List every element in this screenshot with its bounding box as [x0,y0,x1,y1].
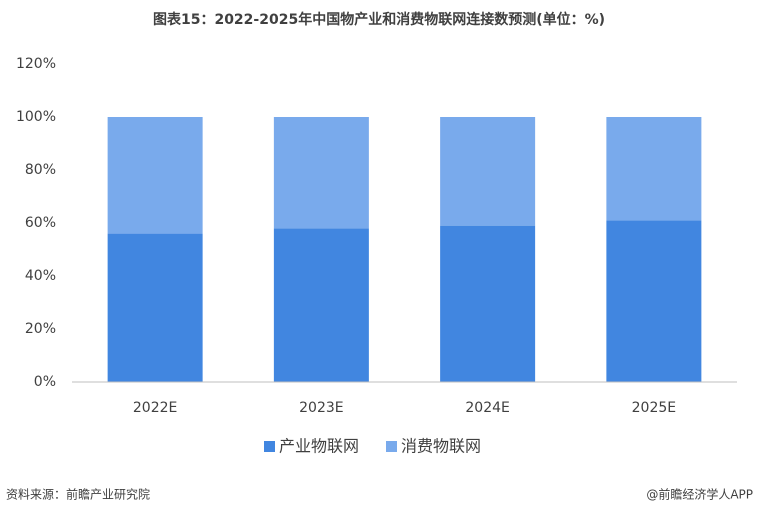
legend-label: 产业物联网 [279,437,359,456]
x-tick-label: 2022E [133,400,177,416]
bar-segment [273,228,369,382]
x-tick-label: 2025E [632,400,676,416]
bar-segment [107,233,203,382]
legend-swatch [386,441,397,452]
y-tick-label: 80% [25,162,56,178]
credit: @前瞻经济学人APP [646,487,753,502]
source: 资料来源：前瞻产业研究院 [6,487,150,502]
bar-segment [440,225,536,382]
x-tick-label: 2023E [299,400,343,416]
bar-segment [107,117,203,234]
y-tick-label: 0% [34,374,56,390]
bar-segment [606,220,702,382]
y-tick-label: 20% [25,321,56,337]
bar-segment [606,117,702,221]
y-tick-label: 100% [16,109,56,125]
bar-segment [440,117,536,226]
legend-swatch [264,441,275,452]
y-tick-label: 40% [25,268,56,284]
x-tick-label: 2024E [465,400,509,416]
y-tick-label: 60% [25,215,56,231]
legend-label: 消费物联网 [401,437,481,456]
bar-segment [273,117,369,229]
chart-title: 图表15：2022-2025年中国物产业和消费物联网连接数预测(单位：%) [153,11,605,28]
y-tick-label: 120% [16,56,56,72]
